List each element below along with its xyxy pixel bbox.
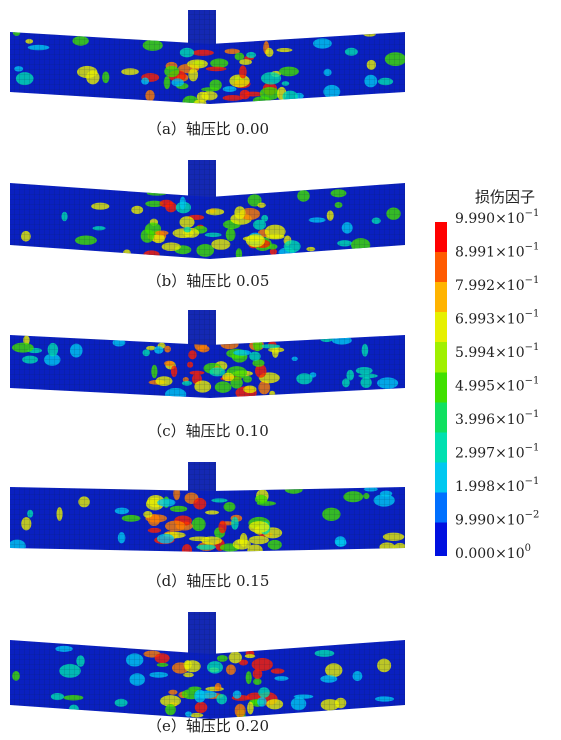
column-mesh	[188, 10, 216, 46]
legend-label-exp: −1	[525, 208, 540, 219]
legend-label-base: 6.993×10	[455, 312, 525, 328]
legend-label-exp: −1	[525, 442, 540, 453]
legend-label-base: 0.000×10	[455, 546, 525, 562]
color-bar	[435, 222, 447, 556]
column-mesh	[188, 462, 216, 493]
legend-label: 2.997×10−1	[455, 442, 539, 462]
legend-label-exp: −1	[525, 342, 540, 353]
caption: （b）轴压比 0.05	[147, 272, 270, 290]
legend-label-base: 5.994×10	[455, 345, 525, 361]
legend-label-exp: −1	[525, 409, 540, 420]
beam-mesh	[10, 335, 405, 398]
legend-label: 8.991×10−1	[455, 241, 539, 261]
legend-label-base: 1.998×10	[455, 479, 525, 495]
legend-label-exp: −1	[525, 275, 540, 286]
beam-mesh	[10, 183, 405, 259]
legend-label-exp: −1	[525, 241, 540, 252]
legend-label: 7.992×10−1	[455, 275, 539, 295]
column-mesh	[188, 310, 216, 347]
caption: （d）轴压比 0.15	[147, 572, 270, 590]
legend-label-base: 4.995×10	[455, 379, 525, 395]
legend-label-exp: −1	[525, 375, 540, 386]
legend-label: 6.993×10−1	[455, 308, 539, 328]
beam-mesh	[10, 640, 405, 719]
legend-label: 1.998×10−1	[455, 476, 539, 496]
legend-label-base: 7.992×10	[455, 278, 525, 294]
legend-label: 9.990×10−1	[455, 208, 539, 228]
legend-label: 5.994×10−1	[455, 342, 539, 362]
legend-label: 3.996×10−1	[455, 409, 539, 429]
legend-label: 0.000×100	[455, 543, 531, 563]
caption: （c）轴压比 0.10	[147, 422, 269, 440]
legend-label-exp: 0	[525, 543, 531, 554]
legend-label-base: 9.990×10	[455, 513, 525, 529]
column-mesh	[188, 160, 216, 199]
legend-title: 损伤因子	[475, 188, 535, 206]
legend-label-base: 2.997×10	[455, 446, 525, 462]
legend-label-base: 9.990×10	[455, 211, 525, 227]
legend-label-exp: −1	[525, 476, 540, 487]
legend-label-base: 3.996×10	[455, 412, 525, 428]
beam-mesh	[10, 487, 405, 552]
legend-label: 4.995×10−1	[455, 375, 539, 395]
legend-label-exp: −1	[525, 308, 540, 319]
beams	[10, 10, 405, 719]
caption: （e）轴压比 0.20	[147, 717, 269, 735]
legend-label-exp: −2	[525, 509, 540, 520]
legend-label: 9.990×10−2	[455, 509, 539, 529]
column-mesh	[188, 612, 216, 656]
caption: （a）轴压比 0.00	[147, 120, 269, 138]
beam-mesh	[10, 32, 405, 104]
legend-label-base: 8.991×10	[455, 245, 525, 261]
